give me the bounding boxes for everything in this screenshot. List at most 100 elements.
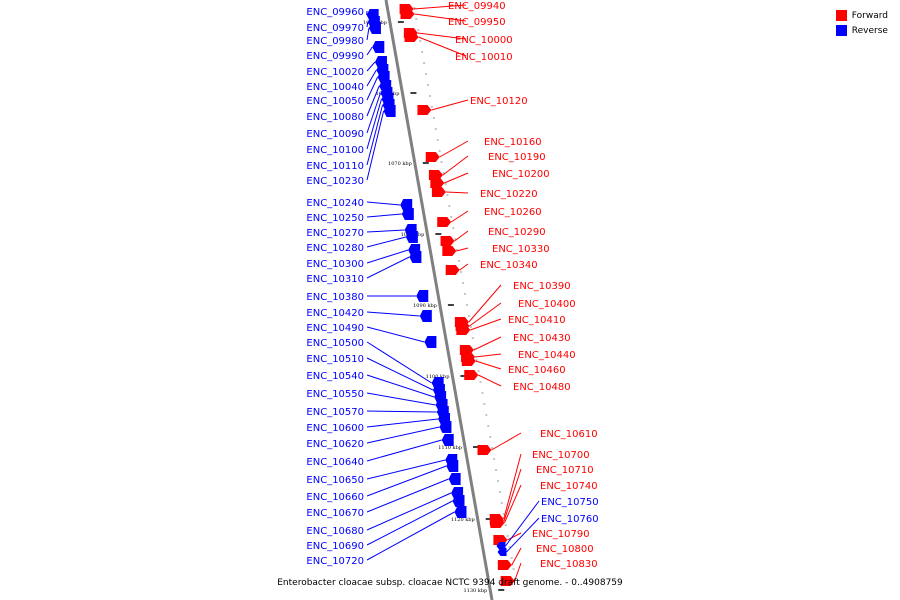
tick-label: 1070 kbp [388,161,412,167]
reverse-gene-leader [366,418,439,428]
forward-gene-leader [418,36,467,57]
reverse-gene-label: ENC_10510 [306,354,364,365]
forward-gene-arrow [445,265,460,275]
reverse-gene-label: ENC_10570 [306,407,364,418]
reverse-gene-leader [366,511,455,561]
forward-gene-label: ENC_10000 [455,35,513,46]
reverse-gene-label: ENC_10650 [306,475,364,486]
reverse-gene-label: ENC_10750 [541,497,599,508]
reverse-gene-label: ENC_10080 [306,112,364,123]
reverse-gene-label: ENC_10040 [306,82,364,93]
forward-gene-arrow [477,445,492,455]
reverse-gene-leader [366,357,434,391]
reverse-gene-leader [366,426,440,444]
forward-gene-label: ENC_10800 [536,544,594,555]
forward-gene-arrow [428,170,443,180]
forward-gene-leader [459,263,469,271]
forward-gene-label: ENC_10710 [536,465,594,476]
forward-gene-leader [450,210,469,223]
reverse-gene-leader [366,69,377,87]
forward-gene-leader [491,432,522,451]
forward-gene-arrow [490,518,505,528]
reverse-gene-leader [366,229,405,233]
forward-gene-label: ENC_10610 [540,429,598,440]
reverse-gene-label: ENC_10240 [306,198,364,209]
forward-gene-label: ENC_10460 [508,365,566,376]
legend-swatch-forward [835,10,847,21]
reverse-gene-label: ENC_10660 [306,492,364,503]
reverse-gene-leader [366,201,401,206]
forward-gene-label: ENC_10390 [513,281,571,292]
reverse-gene-label: ENC_09970 [306,23,364,34]
reverse-gene-label: ENC_10380 [306,292,364,303]
reverse-gene-leader [366,92,381,134]
forward-gene-label: ENC_10120 [470,96,528,107]
forward-gene-leader [475,360,502,370]
reverse-gene-leader [366,311,420,317]
forward-gene-label: ENC_10740 [540,481,598,492]
forward-gene-leader [442,155,469,176]
reverse-gene-label: ENC_10600 [306,423,364,434]
reverse-gene-leader [366,27,370,41]
reverse-gene-leader [366,213,402,218]
reverse-gene-label: ENC_10670 [306,508,364,519]
reverse-gene-arrow [452,495,465,507]
forward-gene-arrow [404,32,419,42]
reverse-gene-leader [366,500,453,546]
reverse-gene-label: ENC_10110 [306,161,364,172]
reverse-gene-leader [366,459,446,480]
reverse-gene-label: ENC_10640 [306,457,364,468]
forward-gene-label: ENC_10440 [518,350,576,361]
forward-gene-arrow [440,236,455,246]
forward-gene-leader [445,191,469,194]
reverse-gene-label: ENC_09960 [306,7,364,18]
forward-gene-label: ENC_10010 [455,52,513,63]
forward-gene-label: ENC_10340 [480,260,538,271]
tick-label: 1120 kbp [451,517,475,523]
forward-gene-leader [507,532,522,541]
legend-label-reverse: Reverse [851,25,888,36]
reverse-gene-label: ENC_10720 [306,556,364,567]
reverse-gene-label: ENC_09990 [306,51,364,62]
reverse-gene-leader [366,478,449,513]
forward-gene-label: ENC_10430 [513,333,571,344]
forward-gene-label: ENC_10830 [540,559,598,570]
forward-gene-label: ENC_10160 [484,137,542,148]
reverse-gene-leader [366,492,452,531]
forward-gene-leader [444,172,469,184]
forward-gene-label: ENC_10330 [492,244,550,255]
forward-gene-leader [456,247,469,252]
reverse-gene-label: ENC_10300 [306,259,364,270]
forward-gene-leader [503,453,522,520]
reverse-gene-leader [366,410,437,413]
reverse-gene-arrow [448,473,461,485]
reverse-gene-label: ENC_10310 [306,274,364,285]
reverse-gene-leader [366,61,376,72]
reverse-gene-leader [366,21,369,28]
forward-gene-label: ENC_10790 [532,529,590,540]
forward-gene-arrow [400,9,415,19]
forward-gene-arrow [461,356,476,366]
reverse-gene-label: ENC_10680 [306,526,364,537]
reverse-gene-label: ENC_10620 [306,439,364,450]
reverse-gene-leader [366,392,436,406]
forward-gene-label: ENC_10700 [532,450,590,461]
reverse-gene-label: ENC_10540 [306,371,364,382]
forward-gene-leader [470,318,502,331]
reverse-gene-label: ENC_10020 [306,67,364,78]
reverse-gene-label: ENC_10280 [306,243,364,254]
forward-gene-label: ENC_10400 [518,299,576,310]
reverse-gene-arrow [372,41,385,53]
reverse-gene-leader [506,517,540,553]
reverse-gene-leader [366,256,410,279]
forward-gene-label: ENC_10220 [480,189,538,200]
forward-gene-arrow [417,105,432,115]
forward-gene-leader [431,99,469,111]
legend-item-forward: Forward [835,8,888,23]
forward-gene-leader [514,562,522,582]
forward-gene-arrow [430,178,445,188]
reverse-gene-arrow [424,336,437,348]
legend-item-reverse: Reverse [835,23,888,38]
reverse-gene-label: ENC_10420 [306,308,364,319]
forward-gene-leader [439,140,469,158]
